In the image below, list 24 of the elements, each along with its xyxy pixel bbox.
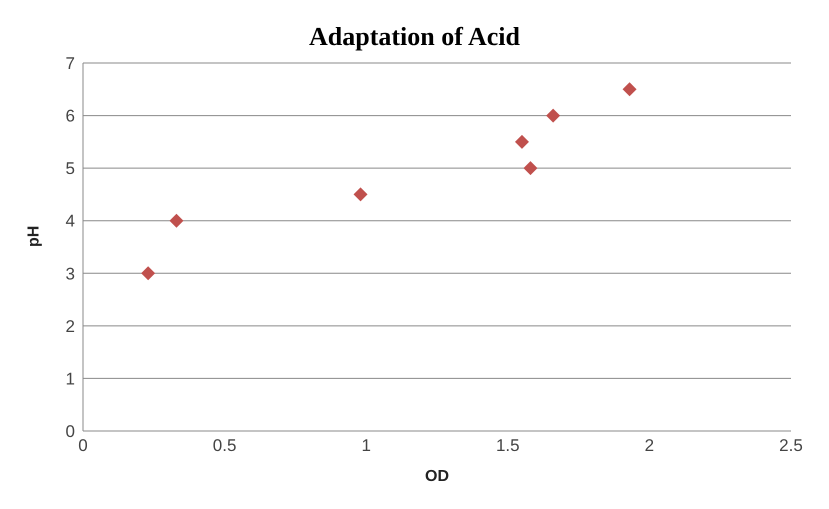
point: [514, 134, 529, 149]
x-tick-label: 2.5: [779, 436, 803, 456]
y-tick-label: 0: [66, 422, 75, 442]
chart-title: Adaptation of Acid: [308, 22, 521, 52]
y-tick-label: 2: [66, 316, 75, 336]
y-tick-label: 6: [66, 106, 75, 126]
point: [622, 82, 637, 96]
x-axis-title: OD: [425, 468, 449, 485]
x-tick-label: 0.5: [212, 436, 236, 456]
point: [523, 161, 538, 176]
point: [354, 187, 368, 202]
x-tick-label: 1.5: [496, 436, 520, 456]
point: [141, 266, 156, 280]
y-tick-label: 1: [66, 369, 75, 388]
point: [546, 108, 560, 123]
x-tick-label: 0: [78, 436, 88, 456]
x-tick-label: 2: [644, 436, 654, 456]
y-axis-title: pH: [26, 226, 43, 247]
y-tick-label: 4: [66, 212, 75, 231]
y-tick-label: 3: [66, 264, 75, 284]
y-tick-label: 7: [66, 54, 75, 74]
x-tick-label: 1: [361, 436, 371, 456]
y-tick-label: 5: [66, 159, 75, 178]
point: [169, 214, 184, 228]
